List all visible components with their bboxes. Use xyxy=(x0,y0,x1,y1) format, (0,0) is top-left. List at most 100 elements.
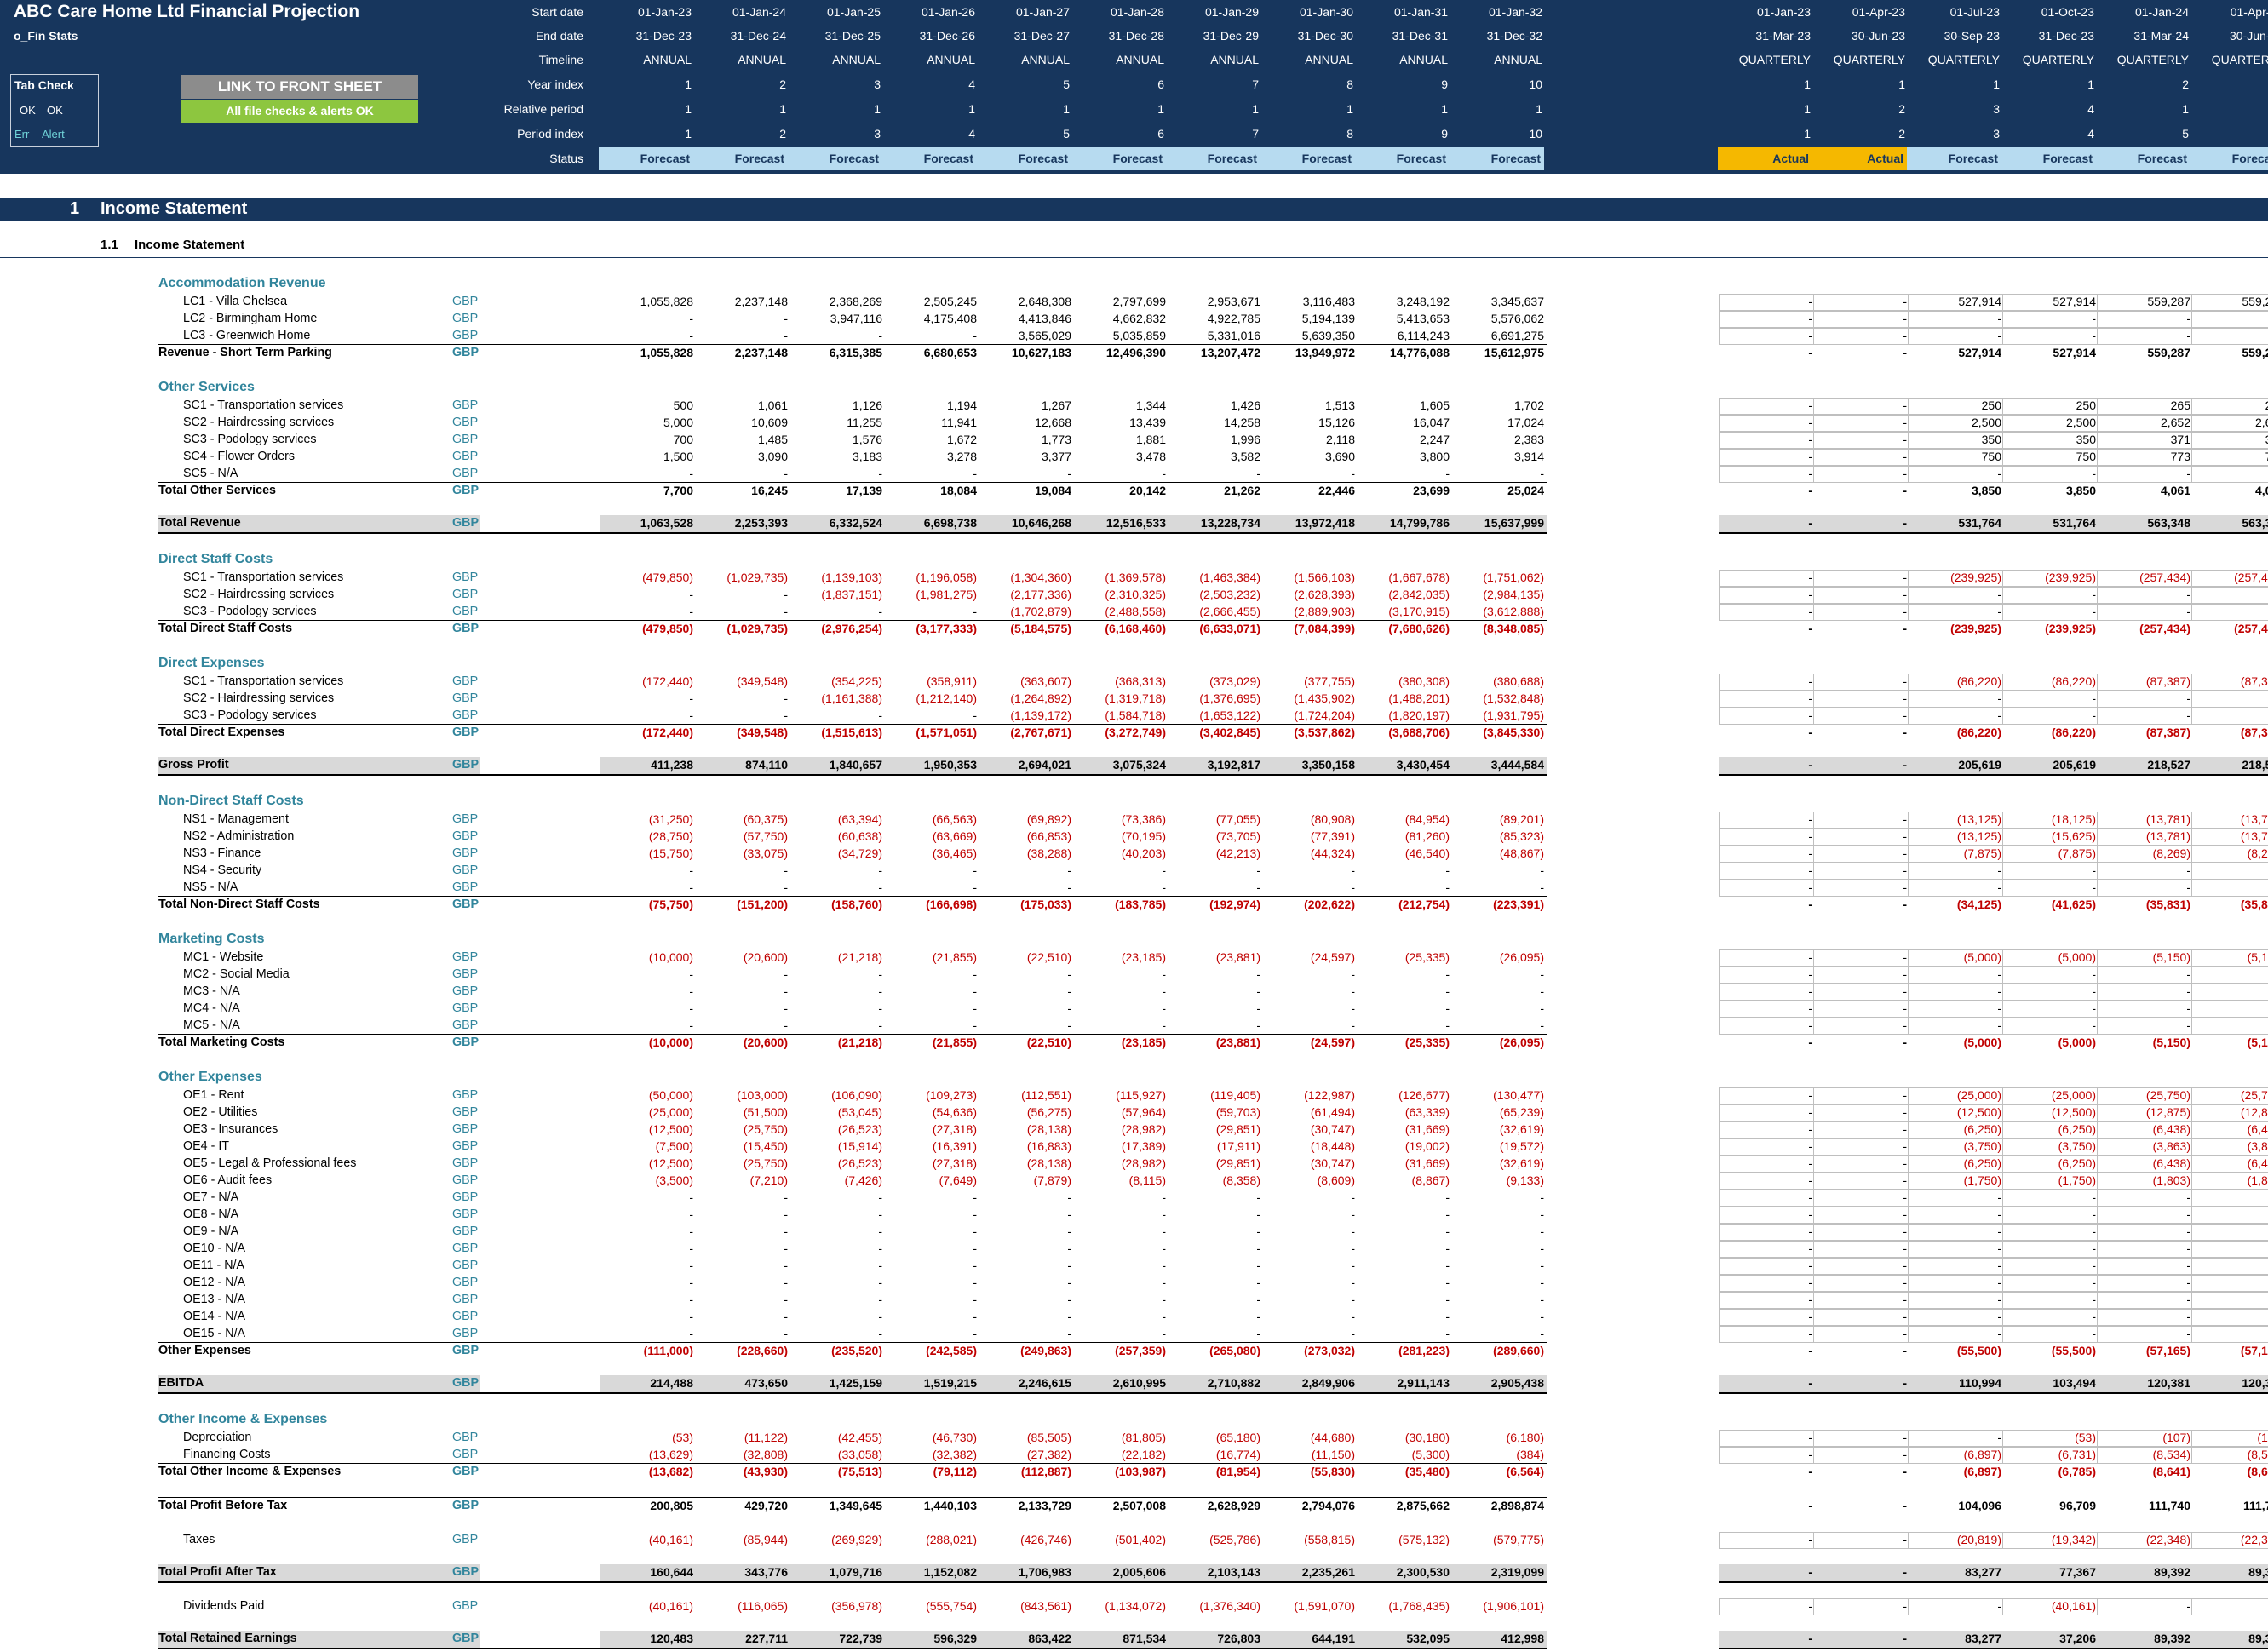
annual-value-cell[interactable]: (85,944) xyxy=(743,1533,788,1546)
annual-value-cell[interactable]: - xyxy=(1445,1018,1450,1032)
annual-value-cell[interactable]: 5,000 xyxy=(663,416,693,429)
annual-value-cell[interactable]: (15,914) xyxy=(837,1139,882,1153)
annual-value-cell[interactable]: (2,842,035) xyxy=(1388,588,1450,601)
annual-value-cell[interactable]: (34,729) xyxy=(837,846,882,860)
quarterly-value-cell[interactable]: (18,125) xyxy=(2051,812,2096,826)
quarterly-value-cell[interactable]: - xyxy=(1903,1310,1907,1323)
annual-value-cell[interactable]: (2,976,254) xyxy=(821,622,882,635)
annual-value-cell[interactable]: (426,746) xyxy=(1020,1533,1071,1546)
annual-value-cell[interactable]: - xyxy=(878,1242,882,1255)
quarterly-value-cell[interactable]: - xyxy=(1997,467,2001,480)
annual-value-cell[interactable]: 3,183 xyxy=(852,450,882,463)
quarterly-value-cell[interactable]: - xyxy=(1997,880,2001,894)
quarterly-value-cell[interactable]: - xyxy=(1903,950,1907,964)
annual-value-cell[interactable]: 726,803 xyxy=(1217,1632,1260,1645)
annual-value-cell[interactable]: (8,867) xyxy=(1411,1173,1450,1187)
annual-value-cell[interactable]: - xyxy=(1067,1310,1071,1323)
annual-value-cell[interactable]: (50,000) xyxy=(648,1088,693,1102)
annual-value-cell[interactable]: (380,688) xyxy=(1493,674,1544,688)
annual-value-cell[interactable]: - xyxy=(1162,1190,1166,1204)
annual-value-cell[interactable]: (77,391) xyxy=(1310,829,1355,843)
annual-value-cell[interactable]: (479,850) xyxy=(642,571,693,584)
annual-value-cell[interactable]: 5,331,016 xyxy=(1207,329,1260,342)
annual-value-cell[interactable]: 2,648,308 xyxy=(1018,295,1071,308)
quarterly-value-cell[interactable]: (25,000) xyxy=(2051,1088,2096,1102)
quarterly-value-cell[interactable]: 527,914 xyxy=(2053,295,2096,308)
annual-value-cell[interactable]: - xyxy=(689,1310,693,1323)
annual-value-cell[interactable]: 6,691,275 xyxy=(1490,329,1544,342)
annual-value-cell[interactable]: (1,029,735) xyxy=(726,571,788,584)
annual-value-cell[interactable]: (12,500) xyxy=(648,1156,693,1170)
annual-value-cell[interactable]: - xyxy=(1067,1018,1071,1032)
annual-value-cell[interactable]: - xyxy=(1067,1276,1071,1289)
annual-value-cell[interactable]: (269,929) xyxy=(831,1533,882,1546)
quarterly-value-cell[interactable]: - xyxy=(1997,329,2001,342)
annual-value-cell[interactable]: (8,609) xyxy=(1317,1173,1355,1187)
annual-value-cell[interactable]: (5,300) xyxy=(1411,1448,1450,1461)
annual-value-cell[interactable]: - xyxy=(784,1276,788,1289)
quarterly-value-cell[interactable]: - xyxy=(1808,1105,1812,1119)
quarterly-value-cell[interactable]: - xyxy=(1903,758,1907,772)
annual-value-cell[interactable]: (192,974) xyxy=(1209,898,1260,911)
quarterly-value-cell[interactable]: 2,500 xyxy=(2065,416,2096,429)
annual-value-cell[interactable]: (10,000) xyxy=(648,950,693,964)
quarterly-value-cell[interactable]: - xyxy=(1808,1173,1812,1187)
annual-value-cell[interactable]: 1,079,716 xyxy=(829,1565,882,1579)
quarterly-value-cell[interactable]: (5,150) xyxy=(2247,950,2268,964)
quarterly-value-cell[interactable]: - xyxy=(2186,605,2190,618)
annual-value-cell[interactable]: - xyxy=(784,1242,788,1255)
annual-value-cell[interactable]: 200,805 xyxy=(650,1499,693,1512)
quarterly-value-cell[interactable]: (6,250) xyxy=(2058,1156,2096,1170)
quarterly-value-cell[interactable]: (13,781) xyxy=(2145,829,2190,843)
annual-value-cell[interactable]: 1,706,983 xyxy=(1018,1565,1071,1579)
annual-value-cell[interactable]: (1,488,201) xyxy=(1388,691,1450,705)
annual-value-cell[interactable]: 12,496,390 xyxy=(1105,346,1166,359)
annual-value-cell[interactable]: (843,561) xyxy=(1020,1599,1071,1613)
quarterly-value-cell[interactable]: - xyxy=(1903,1139,1907,1153)
annual-value-cell[interactable]: 2,300,530 xyxy=(1396,1565,1450,1579)
quarterly-value-cell[interactable]: - xyxy=(1903,1018,1907,1032)
quarterly-value-cell[interactable]: (5,000) xyxy=(1963,950,2001,964)
annual-value-cell[interactable]: 5,413,653 xyxy=(1396,312,1450,325)
annual-value-cell[interactable]: (273,032) xyxy=(1304,1344,1355,1357)
quarterly-value-cell[interactable]: - xyxy=(2186,1259,2190,1272)
annual-value-cell[interactable]: 1,513 xyxy=(1324,399,1355,412)
annual-value-cell[interactable]: 3,565,029 xyxy=(1018,329,1071,342)
annual-value-cell[interactable]: (13,682) xyxy=(648,1465,693,1478)
annual-value-cell[interactable]: - xyxy=(1067,467,1071,480)
annual-value-cell[interactable]: (28,750) xyxy=(648,829,693,843)
annual-value-cell[interactable]: - xyxy=(1067,1225,1071,1238)
quarterly-value-cell[interactable]: (3,863) xyxy=(2247,1139,2268,1153)
annual-value-cell[interactable]: 15,637,999 xyxy=(1484,516,1544,530)
annual-value-cell[interactable]: (116,065) xyxy=(738,1599,788,1613)
annual-value-cell[interactable]: (175,033) xyxy=(1020,898,1071,911)
annual-value-cell[interactable]: (525,786) xyxy=(1209,1533,1260,1546)
annual-value-cell[interactable]: 2,237,148 xyxy=(734,346,788,359)
annual-value-cell[interactable]: 6,680,653 xyxy=(923,346,977,359)
annual-value-cell[interactable]: (1,161,388) xyxy=(821,691,882,705)
annual-value-cell[interactable]: (1,196,058) xyxy=(916,571,977,584)
quarterly-value-cell[interactable]: 559,287 xyxy=(2242,295,2268,308)
annual-value-cell[interactable]: (48,867) xyxy=(1499,846,1544,860)
quarterly-value-cell[interactable]: 2,652 xyxy=(2254,416,2268,429)
annual-value-cell[interactable]: 3,278 xyxy=(946,450,977,463)
annual-value-cell[interactable]: - xyxy=(1067,1001,1071,1015)
annual-value-cell[interactable]: - xyxy=(689,1190,693,1204)
annual-value-cell[interactable]: (63,394) xyxy=(837,812,882,826)
annual-value-cell[interactable]: 2,237,148 xyxy=(734,295,788,308)
quarterly-value-cell[interactable]: - xyxy=(1808,1327,1812,1340)
annual-value-cell[interactable]: (9,133) xyxy=(1506,1173,1544,1187)
annual-value-cell[interactable]: (51,500) xyxy=(743,1105,788,1119)
annual-value-cell[interactable]: (1,724,204) xyxy=(1294,708,1355,722)
quarterly-value-cell[interactable]: - xyxy=(1903,1207,1907,1221)
annual-value-cell[interactable]: - xyxy=(1445,1310,1450,1323)
annual-value-cell[interactable]: - xyxy=(878,967,882,981)
quarterly-value-cell[interactable]: 104,096 xyxy=(1958,1499,2001,1512)
annual-value-cell[interactable]: 4,413,846 xyxy=(1018,312,1071,325)
annual-value-cell[interactable]: - xyxy=(1067,863,1071,877)
annual-value-cell[interactable]: - xyxy=(784,863,788,877)
quarterly-value-cell[interactable]: - xyxy=(1808,880,1812,894)
annual-value-cell[interactable]: 3,582 xyxy=(1230,450,1260,463)
annual-value-cell[interactable]: (53,045) xyxy=(837,1105,882,1119)
quarterly-value-cell[interactable]: (5,000) xyxy=(1963,1035,2001,1049)
